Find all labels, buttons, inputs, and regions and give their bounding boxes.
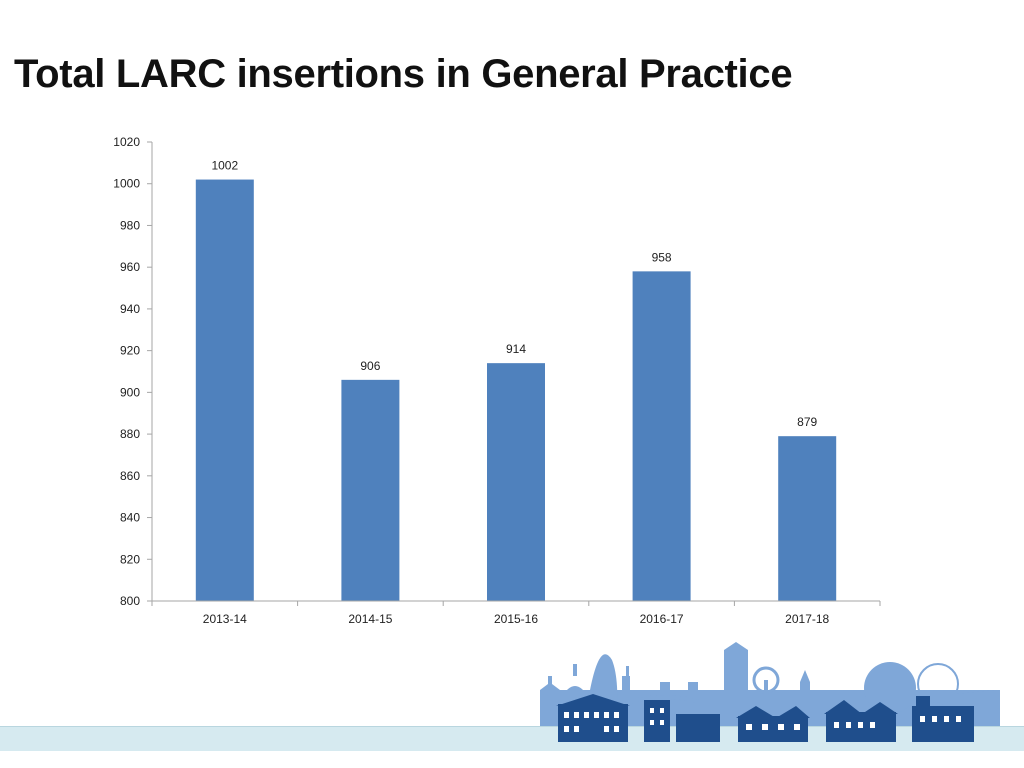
x-tick-label-2014-15: 2014-15 bbox=[348, 612, 392, 626]
x-tick-label-2015-16: 2015-16 bbox=[494, 612, 538, 626]
y-tick-label: 900 bbox=[120, 385, 140, 399]
data-label-2015-16: 914 bbox=[506, 342, 526, 356]
bar-2016-17 bbox=[632, 271, 691, 601]
y-tick-label: 980 bbox=[120, 218, 140, 232]
x-tick-label-2016-17: 2016-17 bbox=[640, 612, 684, 626]
y-tick-label: 940 bbox=[120, 302, 140, 316]
x-tick-label-2017-18: 2017-18 bbox=[785, 612, 829, 626]
slide-title: Total LARC insertions in General Practic… bbox=[14, 52, 793, 96]
bar-2013-14 bbox=[195, 179, 254, 601]
y-axis-ticks: 800 820 840 860 880 900 920 940 960 980 1000 1020 bbox=[113, 135, 152, 608]
y-tick-label: 880 bbox=[120, 427, 140, 441]
data-label-2016-17: 958 bbox=[652, 250, 672, 264]
y-tick-label: 820 bbox=[120, 552, 140, 566]
y-tick-label: 920 bbox=[120, 344, 140, 358]
x-axis-ticks: 2013-14 2014-15 2015-16 2016-17 2017-18 bbox=[151, 601, 881, 626]
data-label-2013-14: 1002 bbox=[211, 159, 238, 173]
bars: 1002 906 914 958 879 bbox=[195, 159, 837, 601]
axes bbox=[151, 142, 880, 602]
bar-2014-15 bbox=[341, 379, 400, 601]
y-tick-label: 860 bbox=[120, 469, 140, 483]
bar-2017-18 bbox=[778, 436, 837, 601]
data-label-2017-18: 879 bbox=[797, 415, 817, 429]
y-tick-label: 840 bbox=[120, 511, 140, 525]
bar-2015-16 bbox=[487, 363, 545, 601]
bar-chart: 800 820 840 860 880 900 920 940 960 980 1000 1020 1… bbox=[113, 135, 881, 626]
data-label-2014-15: 906 bbox=[360, 359, 380, 373]
y-tick-label: 1000 bbox=[113, 177, 140, 191]
y-tick-label: 1020 bbox=[113, 135, 140, 149]
y-tick-label: 800 bbox=[120, 594, 140, 608]
x-tick-label-2013-14: 2013-14 bbox=[203, 612, 247, 626]
y-tick-label: 960 bbox=[120, 260, 140, 274]
